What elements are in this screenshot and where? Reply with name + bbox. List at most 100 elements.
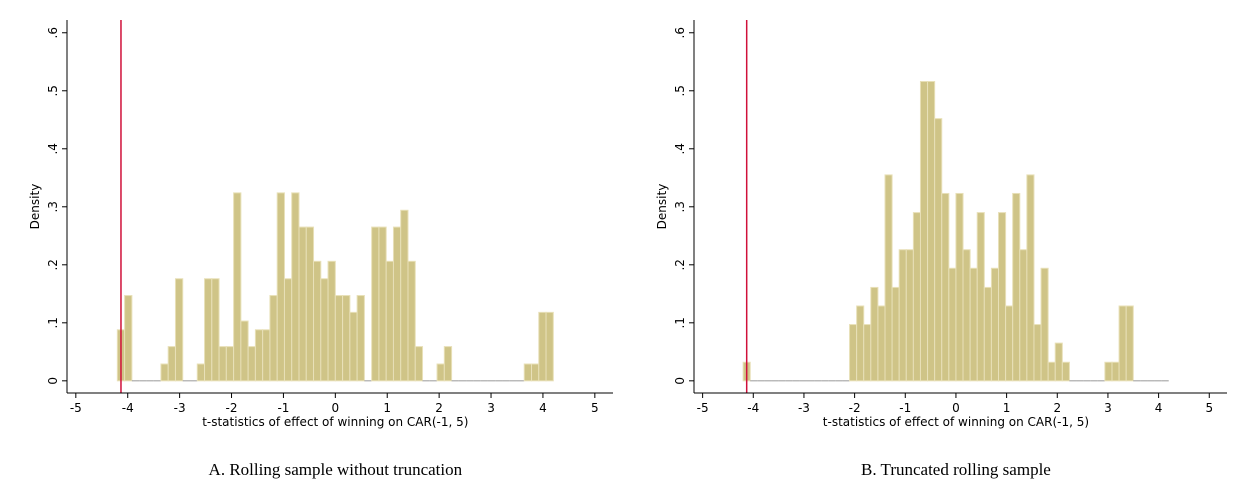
bar [204,278,213,382]
bar [884,174,893,382]
bar [269,295,278,382]
bar [1125,305,1134,382]
bar [538,311,547,382]
bar [948,267,957,382]
bar [1047,361,1056,382]
bar [969,267,978,382]
y-tick-label: .3 [673,201,687,212]
bar [1012,192,1021,382]
bar [283,278,293,382]
bar [1019,249,1028,382]
bar [305,226,315,382]
y-tick-label: 0 [46,377,60,385]
bar [941,192,950,382]
bar [934,118,943,382]
bar [997,212,1007,382]
bar [990,267,999,382]
bar [356,295,365,382]
y-tick-label: .4 [46,143,60,154]
bar [962,249,971,382]
bar [174,278,184,382]
bar [320,278,329,382]
bar [276,192,285,382]
bar [976,212,985,382]
bar [1118,305,1127,382]
bar [218,346,227,382]
x-tick-label: -4 [122,401,134,415]
bar [327,260,336,382]
bar [247,346,256,382]
bar [856,305,865,382]
y-axis-label: Density [28,184,42,230]
y-axis-label: Density [655,184,669,230]
bar [378,226,387,382]
bar [196,363,206,382]
bar [124,295,133,382]
bar [905,249,914,382]
bar [233,192,242,382]
bar [385,260,394,382]
x-tick-label: 0 [952,401,960,415]
bar [1104,361,1113,382]
bar [523,363,533,382]
x-tick-label: 4 [1155,401,1163,415]
bar [443,346,453,382]
bar [254,329,264,382]
bar [849,324,858,382]
x-tick-label: -1 [899,401,911,415]
bar [334,295,344,382]
bar [863,324,872,382]
bar [342,295,351,382]
bar [225,346,235,382]
caption: B. Truncated rolling sample [861,460,1051,479]
x-tick-label: 3 [1104,401,1112,415]
bar [371,226,380,382]
bar [392,226,402,382]
x-tick-label: 1 [1003,401,1011,415]
bar [877,305,886,382]
bar [400,209,409,382]
y-tick-label: .4 [673,143,687,154]
bar [414,346,424,382]
y-tick-label: .3 [46,201,60,212]
y-tick-label: .6 [46,27,60,38]
bar [912,212,921,382]
bar [1061,361,1070,382]
bar [262,329,271,382]
bar [1026,174,1035,382]
x-tick-label: 2 [435,401,443,415]
bar [1033,324,1042,382]
x-tick-label: -5 [70,401,82,415]
bar [291,192,300,382]
x-tick-label: 4 [539,401,547,415]
x-tick-label: 1 [383,401,391,415]
bar [983,286,992,382]
x-tick-label: 3 [487,401,495,415]
x-tick-label: -2 [226,401,238,415]
bar [1005,305,1014,382]
y-tick-label: .6 [673,27,687,38]
x-axis-label: t-statistics of effect of winning on CAR… [823,415,1089,429]
bar [891,286,900,382]
bar [313,260,322,382]
bar [1040,267,1049,382]
bar [545,311,554,382]
x-tick-label: 2 [1053,401,1061,415]
bar [240,320,249,382]
y-tick-label: 0 [673,377,687,385]
bar [919,80,929,382]
bar [955,192,964,382]
x-tick-label: -1 [277,401,289,415]
bar [160,363,169,382]
bar [167,346,176,382]
x-tick-label: 5 [591,401,599,415]
x-tick-label: 5 [1205,401,1213,415]
bar [298,226,307,382]
bar [1054,342,1063,382]
caption: A. Rolling sample without truncation [209,460,463,479]
y-tick-label: .1 [673,317,687,328]
bar [531,363,540,382]
bar [349,311,358,382]
